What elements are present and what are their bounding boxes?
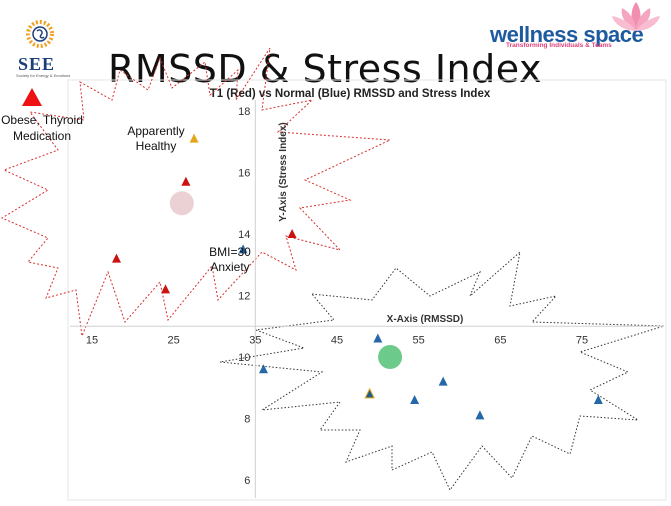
x-tick-label: 15	[86, 334, 98, 346]
red-point	[161, 284, 170, 294]
red-legend-label: Obese, Thyroid Medication	[1, 113, 83, 143]
blue-point	[475, 410, 485, 420]
x-tick-label: 45	[331, 334, 343, 346]
y-tick-label: 14	[238, 229, 250, 241]
red-star-callout	[0, 47, 392, 338]
blue-point	[373, 333, 383, 343]
pink-centroid-circle	[169, 191, 194, 216]
plot-area	[67, 79, 667, 501]
blue-point	[410, 395, 420, 405]
y-tick-label: 18	[238, 106, 250, 118]
x-tick-label: 55	[413, 334, 425, 346]
bmi-anxiety-label: BMI=30 Anxiety	[209, 245, 251, 274]
green-centroid-circle	[378, 345, 403, 369]
y-tick-label: 8	[244, 414, 250, 426]
x-tick-label: 25	[168, 334, 180, 346]
blue-point	[259, 364, 268, 374]
wellness-space-tagline: Transforming Individuals & Teams	[506, 42, 612, 49]
chart-title: T1 (Red) vs Normal (Blue) RMSSD and Stre…	[210, 88, 491, 100]
black-star-callout	[219, 250, 665, 491]
x-tick-label: 65	[494, 334, 506, 346]
y-axis-label: Y-Axis (Stress Index)	[278, 122, 289, 221]
apparently-healthy-label: Apparently Healthy	[127, 124, 184, 153]
see-logo-text: SEE	[18, 54, 56, 74]
slide-title: RMSSD & Stress Index	[108, 47, 542, 92]
lotus-icon	[612, 2, 660, 31]
x-tick-label: 35	[249, 334, 261, 346]
see-logo-subtext: Society for Energy & Emotions	[16, 73, 71, 78]
red-point	[181, 176, 191, 186]
x-tick-label: 75	[576, 334, 588, 346]
red-point	[112, 253, 121, 263]
red-legend-triangle-icon	[22, 88, 42, 106]
wellness-space-logo: wellness space	[490, 22, 644, 47]
see-logo-icon	[26, 20, 54, 48]
y-tick-label: 12	[238, 291, 250, 303]
blue-point	[438, 376, 448, 386]
x-axis-label: X-Axis (RMSSD)	[387, 314, 464, 325]
blue-point	[593, 395, 603, 405]
y-tick-label: 6	[244, 475, 250, 487]
blue-point	[238, 244, 248, 254]
red-point	[287, 229, 297, 238]
y-tick-label: 16	[238, 168, 250, 180]
gold-point	[364, 387, 375, 399]
gold-point	[189, 133, 199, 143]
y-tick-label: 10	[238, 352, 250, 364]
